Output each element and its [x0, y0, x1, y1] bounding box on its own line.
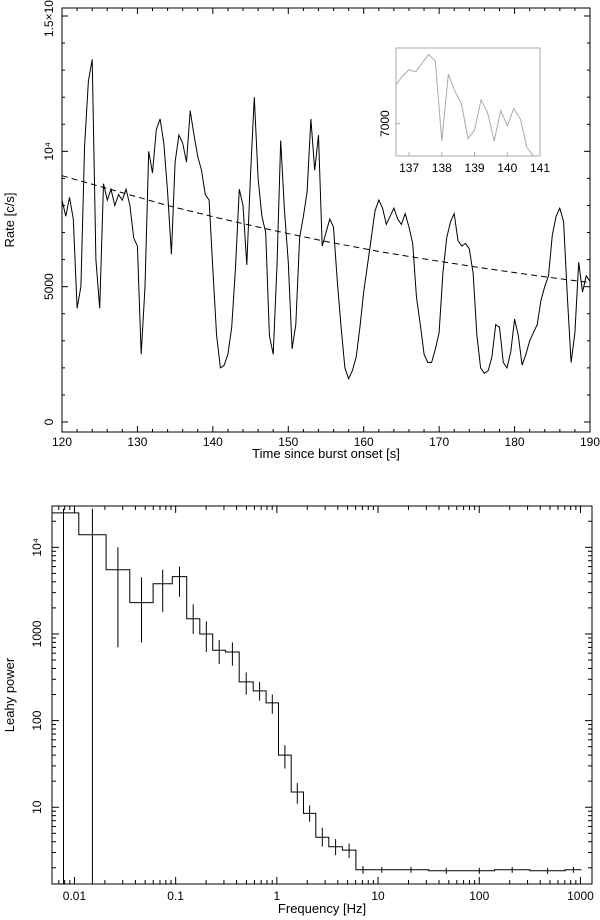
inset-series-group [395, 53, 540, 157]
bottom-axis-ticks: 0.01 0.1 1 10 100 1000 10 100 1000 10⁴ [30, 505, 594, 903]
top-x-tick-label: 180 [505, 435, 525, 449]
top-x-tick-label: 130 [127, 435, 147, 449]
inset-plot-frame [395, 47, 541, 157]
bottom-x-tick-label: 0.1 [167, 889, 184, 903]
light-curve-panel: 120 130 140 150 160 170 180 1900500010⁴1.5×10⁴ … [2, 0, 600, 461]
top-x-tick-label: 160 [354, 435, 374, 449]
inset-x-tick-label: 137 [399, 161, 419, 175]
bottom-x-tick-label: 1 [274, 889, 281, 903]
bottom-y-tick-label: 100 [30, 710, 44, 730]
top-x-axis-label: Time since burst onset [s] [252, 446, 400, 461]
bottom-y-tick-label: 10⁴ [30, 538, 44, 557]
inset-x-tick-label: 139 [465, 161, 485, 175]
top-y-tick-label: 10⁴ [42, 142, 56, 161]
top-y-tick-label: 0 [42, 418, 56, 425]
top-y-axis-label: Rate [c/s] [2, 193, 17, 248]
bottom-x-tick-label: 100 [469, 889, 489, 903]
bottom-x-tick-label: 10 [371, 889, 385, 903]
bottom-y-axis-label: Leahy power [2, 657, 17, 732]
bottom-x-tick-label: 1000 [567, 889, 594, 903]
bottom-x-axis-label: Frequency [Hz] [278, 901, 366, 916]
bottom-x-tick-label: 0.01 [63, 889, 87, 903]
top-x-tick-label: 120 [52, 435, 72, 449]
bottom-plot-frame [51, 505, 593, 885]
bottom-y-tick-label: 10 [30, 800, 44, 814]
top-plot-frame [61, 7, 591, 433]
bottom-y-tick-label: 1000 [30, 620, 44, 647]
top-x-tick-label: 170 [429, 435, 449, 449]
inset-x-tick-label: 141 [530, 161, 550, 175]
inset-axis-ticks: 137 138 139 140 141 7000 [378, 110, 550, 175]
top-x-tick-label: 150 [278, 435, 298, 449]
top-x-tick-label: 190 [580, 435, 600, 449]
top-x-tick-label: 140 [203, 435, 223, 449]
inset-y-tick-label: 7000 [378, 110, 392, 137]
inset-x-tick-label: 138 [432, 161, 452, 175]
top-y-tick-label: 5000 [42, 273, 56, 300]
inset-panel: 137 138 139 140 141 7000 [378, 47, 550, 175]
bottom-series-group [52, 508, 582, 884]
top-y-tick-label: 1.5×10⁴ [42, 0, 56, 37]
power-spectrum-panel: 0.01 0.1 1 10 100 1000 10 100 1000 10⁴ Frequency … [2, 505, 594, 916]
rate-series-line [61, 59, 591, 381]
trend-dashed-line [61, 175, 591, 284]
inset-series-line [395, 53, 540, 157]
top-series-group [61, 59, 591, 381]
inset-x-tick-label: 140 [497, 161, 517, 175]
power-spectrum-step [52, 512, 582, 872]
top-axis-ticks: 120 130 140 150 160 170 180 190 0 5000 10⁴ 1.5×10⁴ [42, 0, 600, 449]
